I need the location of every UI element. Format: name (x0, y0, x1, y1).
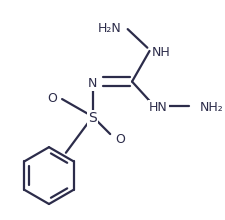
Text: NH: NH (151, 46, 170, 59)
Text: O: O (115, 133, 124, 147)
Text: H₂N: H₂N (97, 22, 121, 35)
Text: NH₂: NH₂ (199, 101, 223, 114)
Text: S: S (88, 111, 97, 125)
Text: O: O (47, 92, 57, 105)
Text: HN: HN (148, 101, 167, 114)
Text: N: N (88, 77, 97, 90)
